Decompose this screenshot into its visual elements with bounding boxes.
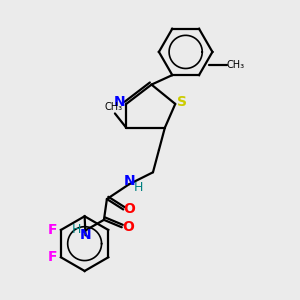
Text: H: H bbox=[72, 223, 81, 236]
Text: N: N bbox=[80, 228, 91, 242]
Text: CH₃: CH₃ bbox=[104, 102, 122, 112]
Text: O: O bbox=[122, 220, 134, 234]
Text: O: O bbox=[123, 202, 135, 216]
Text: H: H bbox=[134, 181, 143, 194]
Text: CH₃: CH₃ bbox=[226, 60, 244, 70]
Text: S: S bbox=[177, 94, 187, 109]
Text: F: F bbox=[48, 250, 57, 264]
Text: N: N bbox=[124, 174, 136, 188]
Text: N: N bbox=[114, 94, 125, 109]
Text: F: F bbox=[48, 223, 57, 237]
